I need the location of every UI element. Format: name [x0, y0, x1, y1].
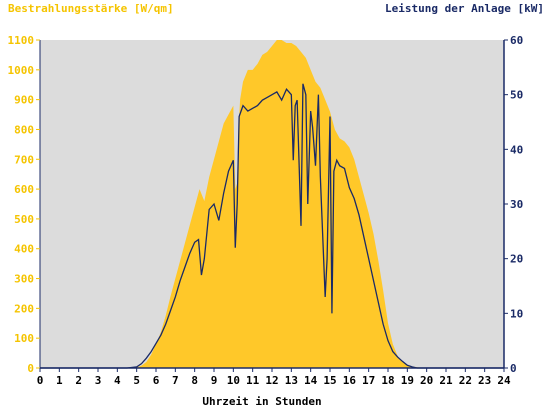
x-tick-label: 10: [227, 374, 240, 387]
left-tick-label: 0: [27, 362, 34, 375]
left-tick-label: 400: [14, 243, 34, 256]
x-tick-label: 23: [478, 374, 491, 387]
x-tick-label: 21: [439, 374, 453, 387]
x-tick-label: 8: [191, 374, 198, 387]
x-tick-label: 17: [362, 374, 375, 387]
x-tick-label: 6: [153, 374, 160, 387]
left-tick-label: 800: [14, 123, 34, 136]
left-tick-label: 600: [14, 183, 34, 196]
right-tick-label: 30: [510, 198, 523, 211]
x-tick-label: 11: [246, 374, 260, 387]
left-tick-label: 100: [14, 332, 34, 345]
left-tick-label: 900: [14, 94, 34, 107]
irradiance-area: [40, 40, 504, 368]
x-tick-label: 22: [459, 374, 472, 387]
x-tick-label: 3: [95, 374, 102, 387]
power-line: [40, 83, 504, 369]
left-tick-label: 700: [14, 153, 34, 166]
x-tick-label: 14: [304, 374, 318, 387]
right-tick-label: 50: [510, 89, 523, 102]
x-tick-label: 24: [497, 374, 511, 387]
tick-label-layer: 0100200300400500600700800900100011000102…: [8, 34, 524, 387]
x-axis-label: Uhrzeit in Stunden: [202, 395, 321, 408]
x-tick-label: 18: [381, 374, 394, 387]
left-tick-label: 500: [14, 213, 34, 226]
x-tick-label: 13: [285, 374, 298, 387]
x-tick-label: 0: [37, 374, 44, 387]
x-tick-label: 12: [265, 374, 278, 387]
right-axis-title: Leistung der Anlage [kW]: [385, 2, 544, 15]
left-axis-title: Bestrahlungsstärke [W/qm]: [8, 2, 174, 15]
power-line-layer: [40, 83, 504, 369]
right-tick-label: 10: [510, 307, 523, 320]
x-tick-label: 5: [133, 374, 140, 387]
x-tick-label: 19: [401, 374, 414, 387]
x-tick-label: 4: [114, 374, 121, 387]
left-tick-label: 1000: [8, 64, 35, 77]
right-tick-label: 60: [510, 34, 523, 47]
irradiance-area-layer: [40, 40, 504, 368]
x-tick-label: 9: [211, 374, 218, 387]
left-tick-label: 200: [14, 302, 34, 315]
right-tick-label: 40: [510, 143, 523, 156]
x-tick-label: 16: [343, 374, 357, 387]
right-tick-label: 0: [510, 362, 517, 375]
left-tick-label: 1100: [8, 34, 35, 47]
x-tick-label: 15: [323, 374, 336, 387]
x-tick-label: 20: [420, 374, 433, 387]
x-tick-label: 1: [56, 374, 63, 387]
right-tick-label: 20: [510, 253, 523, 266]
x-tick-label: 2: [75, 374, 82, 387]
left-tick-label: 300: [14, 273, 34, 286]
x-tick-label: 7: [172, 374, 179, 387]
